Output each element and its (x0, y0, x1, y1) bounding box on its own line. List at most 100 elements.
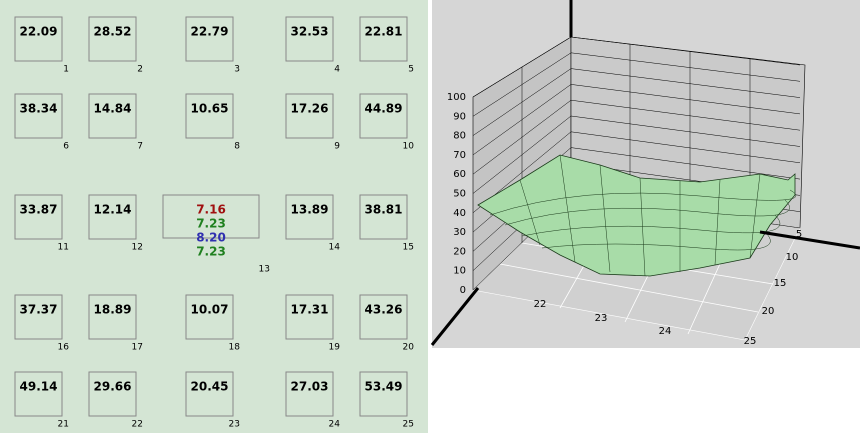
cell-box (285, 93, 334, 139)
cell-value: 12.14 (94, 203, 132, 217)
cell-box (185, 371, 234, 417)
z-tick-label: 60 (453, 169, 466, 180)
cell-index: 20 (403, 343, 415, 353)
cell-index: 3 (234, 65, 240, 75)
cell-index: 13 (259, 265, 270, 275)
z-tick-label: 0 (460, 285, 466, 296)
cell-index: 21 (58, 420, 69, 430)
cell-index: 22 (132, 420, 143, 430)
z-tick-label: 10 (453, 266, 466, 277)
y-tick-label: 10 (786, 252, 799, 263)
z-tick-label: 50 (453, 189, 466, 200)
cell-value: 20.45 (191, 380, 229, 394)
cell-value: 18.89 (94, 303, 132, 317)
y-tick-label: 15 (774, 278, 787, 289)
z-tick-label: 90 (453, 111, 466, 122)
cell-index: 2 (137, 65, 143, 75)
cell-value: 27.03 (291, 380, 329, 394)
cell-value: 29.66 (94, 380, 132, 394)
cell-index: 16 (58, 343, 70, 353)
cell-box (285, 194, 334, 240)
y-tick-label: 25 (744, 336, 757, 347)
cell-box (88, 16, 137, 62)
grid-line (472, 68, 801, 136)
z-tick-label: 80 (453, 131, 466, 142)
cell-index: 17 (132, 343, 143, 353)
cell-box (359, 294, 408, 340)
cell-value: 7.23 (196, 217, 226, 231)
cell-box (14, 294, 63, 340)
cell-value: 10.07 (191, 303, 229, 317)
grid-line (472, 115, 801, 194)
cell-index: 19 (329, 343, 341, 353)
cell-index: 25 (403, 420, 414, 430)
cell-index: 12 (132, 243, 143, 253)
cell-value: 32.53 (291, 25, 329, 39)
cell-box (359, 16, 408, 62)
cell-value: 22.09 (20, 25, 58, 39)
cell-index: 14 (329, 243, 341, 253)
cell-value: 22.79 (191, 25, 229, 39)
cell-index: 9 (334, 142, 340, 152)
cell-index: 1 (63, 65, 69, 75)
cell-box (185, 93, 234, 139)
cell-index: 8 (234, 142, 240, 152)
plot-3d: 0 10 20 30 40 50 60 70 80 90 100 22 23 24 5 10 15 20 25 (430, 0, 860, 347)
cell-box (185, 16, 234, 62)
z-tick-label: 20 (453, 246, 466, 257)
y-tick-label: 20 (762, 306, 775, 317)
surface-mesh (489, 154, 797, 277)
cell-value: 28.52 (94, 25, 132, 39)
axes (430, 0, 860, 346)
cell-value: 17.31 (291, 303, 329, 317)
cell-value: 53.49 (365, 380, 403, 394)
cell-index: 23 (229, 420, 240, 430)
cell-box (88, 371, 137, 417)
cell-value: 37.37 (20, 303, 58, 317)
cell-index: 24 (329, 420, 341, 430)
cell-box (359, 194, 408, 240)
cell-index: 7 (137, 142, 143, 152)
z-tick-label: 40 (453, 208, 466, 219)
cell-box (88, 294, 137, 340)
cell-index: 10 (403, 142, 415, 152)
x-tick-label: 23 (595, 313, 608, 324)
cell-box (14, 371, 63, 417)
cell-value: 22.81 (365, 25, 403, 39)
cell-index: 4 (334, 65, 340, 75)
cell-value: 33.87 (20, 203, 58, 217)
cell-index: 11 (58, 243, 69, 253)
cell-value: 38.34 (20, 102, 58, 116)
y-tick-label: 5 (796, 229, 802, 240)
cell-box (162, 194, 260, 239)
cell-index: 18 (229, 343, 241, 353)
cell-value: 8.20 (196, 231, 226, 245)
grid-panel (0, 0, 428, 433)
grid-line (472, 84, 801, 156)
cell-box (14, 93, 63, 139)
cell-index: 6 (63, 142, 69, 152)
cell-value: 10.65 (191, 102, 229, 116)
cell-box (14, 16, 63, 62)
cell-value: 38.81 (365, 203, 403, 217)
cell-box (185, 294, 234, 340)
cell-value: 7.16 (196, 203, 226, 217)
cell-box (88, 93, 137, 139)
cell-box (285, 16, 334, 62)
cell-value: 17.26 (291, 102, 329, 116)
cell-value: 14.84 (94, 102, 132, 116)
cell-value: 13.89 (291, 203, 329, 217)
grid-line (472, 99, 801, 175)
grid-line (472, 52, 801, 117)
cell-box (14, 194, 63, 240)
cell-value: 7.23 (196, 245, 226, 259)
cell-box (359, 93, 408, 139)
cell-box (285, 294, 334, 340)
grid-line (472, 131, 801, 213)
surface (477, 154, 796, 277)
cell-value: 43.26 (365, 303, 403, 317)
z-tick-label: 30 (453, 227, 466, 238)
cell-grid: 22.09 1 28.52 2 22.79 3 32.53 4 22.81 5 38.34 6 14.8… (14, 16, 415, 430)
